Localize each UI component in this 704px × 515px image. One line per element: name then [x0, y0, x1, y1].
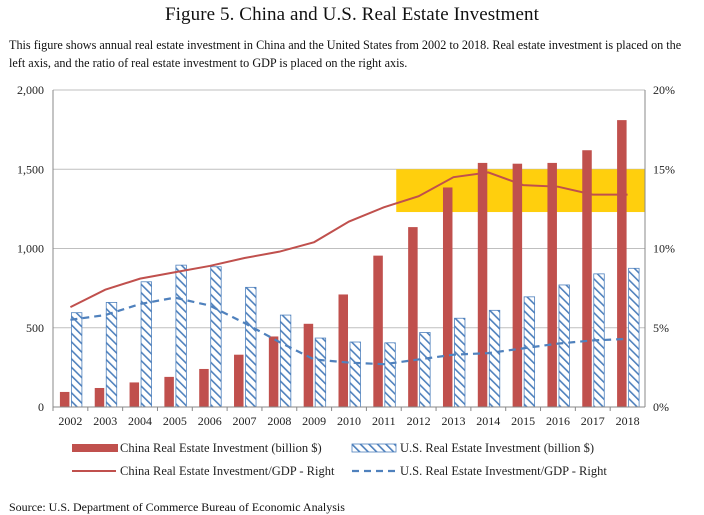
- china-bar: [269, 336, 279, 407]
- us-bar: [280, 315, 291, 407]
- us-bar: [559, 285, 570, 407]
- bars: [60, 120, 639, 407]
- x-tick-label: 2013: [441, 414, 465, 428]
- x-tick-label: 2004: [128, 414, 152, 428]
- y-right-tick-label: 10%: [653, 242, 675, 256]
- us-bar: [71, 313, 82, 407]
- x-tick-label: 2010: [337, 414, 361, 428]
- x-tick-label: 2011: [372, 414, 396, 428]
- us-bar: [246, 287, 257, 407]
- x-tick-label: 2006: [198, 414, 222, 428]
- china-bar: [373, 256, 383, 407]
- x-tick-label: 2002: [58, 414, 82, 428]
- x-tick-label: 2014: [476, 414, 500, 428]
- legend-label: China Real Estate Investment (billion $): [120, 441, 322, 455]
- china-bar: [60, 392, 70, 407]
- x-tick-label: 2012: [407, 414, 431, 428]
- x-tick-label: 2018: [616, 414, 640, 428]
- x-tick-label: 2007: [233, 414, 257, 428]
- us-bar: [141, 282, 152, 407]
- legend-label: U.S. Real Estate Investment/GDP - Right: [400, 464, 607, 478]
- legend-label: China Real Estate Investment/GDP - Right: [120, 464, 335, 478]
- y-left-tick-label: 2,000: [17, 83, 44, 97]
- china-bar: [408, 227, 418, 407]
- china-bar: [95, 388, 105, 407]
- y-right-tick-label: 20%: [653, 83, 675, 97]
- legend-label: U.S. Real Estate Investment (billion $): [400, 441, 594, 455]
- y-right-tick-label: 0%: [653, 400, 669, 414]
- us-bar: [524, 297, 535, 407]
- china-bar: [164, 377, 174, 407]
- source-note: Source: U.S. Department of Commerce Bure…: [9, 500, 345, 515]
- us-bar: [385, 343, 396, 407]
- legend-swatch-china-bar: [72, 444, 118, 452]
- china-bar: [304, 324, 314, 407]
- x-tick-label: 2008: [267, 414, 291, 428]
- us-bar: [489, 310, 500, 407]
- china-bar: [443, 187, 453, 407]
- y-left-tick-label: 500: [26, 321, 44, 335]
- china-bar: [617, 120, 627, 407]
- y-right-tick-label: 15%: [653, 162, 675, 176]
- x-tick-label: 2005: [163, 414, 187, 428]
- y-left-tick-label: 1,000: [17, 242, 44, 256]
- x-tick-label: 2015: [511, 414, 535, 428]
- x-tick-label: 2016: [546, 414, 570, 428]
- legend-swatch-us-bar: [352, 444, 396, 452]
- us-bar: [176, 265, 187, 407]
- us-bar: [454, 318, 465, 407]
- us-bar: [629, 268, 640, 407]
- china-bar: [130, 382, 140, 407]
- us-bar: [315, 338, 326, 407]
- us-bar: [350, 342, 361, 407]
- us-bar: [211, 267, 222, 407]
- us-bar: [106, 302, 117, 407]
- china-bar: [513, 164, 523, 407]
- china-bar: [478, 163, 488, 407]
- x-tick-label: 2009: [302, 414, 326, 428]
- y-right-tick-label: 5%: [653, 321, 669, 335]
- china-bar: [339, 294, 349, 407]
- china-bar: [234, 355, 244, 407]
- x-tick-label: 2003: [93, 414, 117, 428]
- x-tick-label: 2017: [581, 414, 605, 428]
- y-left-tick-label: 0: [38, 400, 44, 414]
- china-bar: [582, 150, 592, 407]
- china-bar: [547, 163, 557, 407]
- y-left-tick-label: 1,500: [17, 162, 44, 176]
- us-bar: [420, 333, 431, 407]
- legend: China Real Estate Investment (billion $)…: [72, 441, 607, 478]
- us-gdp-line: [70, 298, 627, 365]
- china-bar: [199, 369, 209, 407]
